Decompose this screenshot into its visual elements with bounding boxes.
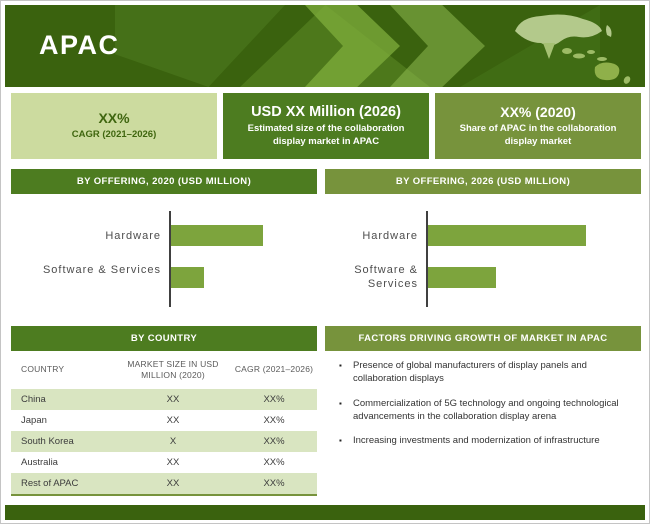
country-table: COUNTRY MARKET SIZE IN USD MILLION (2020…	[11, 351, 317, 496]
bar-chart-2026: Hardware Software & Services	[325, 201, 641, 317]
cell-cagr: XX%	[263, 436, 285, 447]
bar-hardware	[171, 225, 263, 246]
cell-country: Japan	[21, 415, 47, 426]
bar-hardware	[428, 225, 586, 246]
page-title: APAC	[39, 30, 120, 60]
footer-bar	[5, 505, 645, 520]
stat-label: Share of APAC in the collaboration displ…	[459, 123, 617, 147]
list-item: ▪ Commercialization of 5G technology and…	[339, 397, 635, 424]
table-row-japan: Japan XX XX%	[11, 410, 317, 431]
bullet-icon: ▪	[339, 436, 342, 446]
category-label-hardware: Hardware	[362, 230, 418, 242]
stat-card-cagr: XX% CAGR (2021–2026)	[11, 93, 217, 159]
cell-market-size: XX	[166, 394, 180, 405]
factors-list: ▪ Presence of global manufacturers of di…	[325, 359, 641, 458]
stat-value: USD XX Million (2026)	[251, 104, 401, 121]
stat-card-market-size: USD XX Million (2026) Estimated size of …	[223, 93, 429, 159]
cell-cagr: XX%	[263, 415, 285, 426]
section-header-by-country: BY COUNTRY	[11, 326, 317, 351]
table-row-australia: Australia XX XX%	[11, 452, 317, 473]
stat-label: CAGR (2021–2026)	[71, 129, 157, 141]
cell-market-size: X	[169, 436, 177, 447]
bullet-icon: ▪	[339, 361, 342, 370]
bullet-icon: ▪	[339, 398, 342, 408]
chart-axis	[169, 211, 171, 307]
table-header-row: COUNTRY MARKET SIZE IN USD MILLION (2020…	[11, 351, 317, 389]
table-row-china: China XX XX%	[11, 389, 317, 410]
column-header-country: COUNTRY	[21, 364, 65, 375]
cell-country: Rest of APAC	[21, 478, 79, 489]
cell-market-size: XX	[166, 415, 180, 426]
cell-cagr: XX%	[263, 457, 285, 468]
factor-text: Presence of global manufacturers of disp…	[353, 360, 587, 385]
cell-country: China	[21, 394, 46, 405]
list-item: ▪ Increasing investments and modernizati…	[339, 434, 635, 447]
stat-value: XX% (2020)	[500, 104, 576, 121]
factor-text: Commercialization of 5G technology and o…	[353, 397, 619, 422]
header-chevron-shape	[390, 5, 485, 87]
cell-market-size: XX	[166, 478, 180, 489]
table-row-south-korea: South Korea X XX%	[11, 431, 317, 452]
cell-country: Australia	[21, 457, 58, 468]
stat-card-share: XX% (2020) Share of APAC in the collabor…	[435, 93, 641, 159]
cell-country: South Korea	[21, 436, 74, 447]
stat-label: Estimated size of the collaboration disp…	[247, 123, 405, 147]
header-banner: APAC	[5, 5, 645, 87]
bar-software-services	[428, 267, 496, 288]
chart-axis	[426, 211, 428, 307]
table-bottom-rule	[11, 494, 317, 496]
bar-software-services	[171, 267, 204, 288]
apac-map-icon	[515, 14, 631, 84]
column-header-cagr: CAGR (2021–2026)	[234, 364, 314, 375]
category-label-hardware: Hardware	[105, 230, 161, 242]
list-item: ▪ Presence of global manufacturers of di…	[339, 359, 635, 386]
section-header-by-offering-2020: BY OFFERING, 2020 (USD MILLION)	[11, 169, 317, 194]
section-header-factors: FACTORS DRIVING GROWTH OF MARKET IN APAC	[325, 326, 641, 351]
category-label-software-services: Software & Services	[42, 264, 161, 276]
cell-cagr: XX%	[263, 394, 285, 405]
factor-text: Increasing investments and modernization…	[353, 435, 600, 447]
category-label-software-services: Software & Services	[354, 264, 418, 290]
stat-value: XX%	[98, 110, 130, 127]
section-header-by-offering-2026: BY OFFERING, 2026 (USD MILLION)	[325, 169, 641, 194]
bar-chart-2020: Hardware Software & Services	[11, 201, 317, 317]
cell-cagr: XX%	[263, 478, 285, 489]
table-row-rest-of-apac: Rest of APAC XX XX%	[11, 473, 317, 494]
cell-market-size: XX	[166, 457, 180, 468]
column-header-market-size: MARKET SIZE IN USD MILLION (2020)	[127, 358, 219, 380]
